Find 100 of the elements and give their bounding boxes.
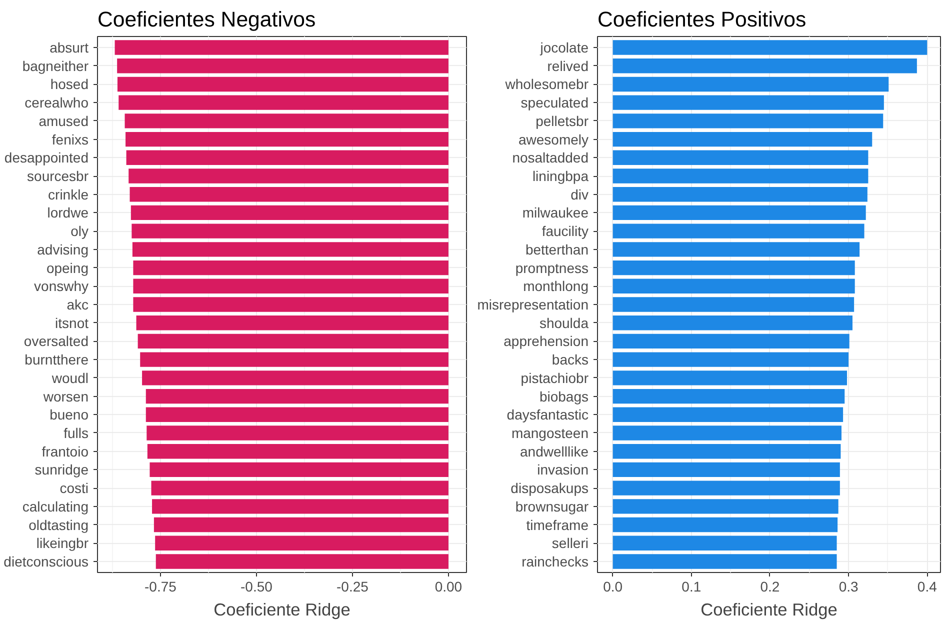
y-tick-label: monthlong [523, 278, 589, 294]
y-tick-label: absurt [50, 40, 89, 56]
y-tick-label: fulls [64, 424, 89, 441]
bar [612, 297, 854, 312]
y-tick-label: backs [552, 352, 589, 368]
y-tick-label: mangosteen [511, 424, 589, 441]
bar [612, 316, 852, 330]
y-tick-label: fenixs [52, 131, 89, 148]
y-tick-label: biobags [539, 388, 589, 404]
x-tick-label: -0.75 [144, 578, 177, 594]
y-tick-label: pelletsbr [536, 112, 589, 129]
y-tick-label: hosed [50, 76, 89, 92]
y-tick-label: oversalted [24, 333, 88, 350]
bar [612, 370, 847, 386]
x-tick-label: 0.4 [917, 578, 938, 594]
y-tick-label: desappointed [4, 150, 89, 166]
bar [612, 168, 868, 184]
bar [612, 150, 868, 165]
y-tick-label: bagneither [22, 58, 89, 74]
x-tick-label: 0.1 [682, 578, 702, 594]
bar [612, 242, 860, 257]
bar [612, 187, 868, 202]
y-tick-label: advising [37, 241, 89, 258]
y-tick-label: woudl [50, 370, 89, 386]
bar [612, 517, 838, 532]
x-tick-label: -0.25 [336, 578, 369, 594]
y-tick-label: frantoio [42, 443, 89, 460]
y-tick-label: speculated [520, 94, 588, 111]
bar [612, 76, 889, 92]
y-tick-label: vonswhy [34, 278, 88, 294]
y-tick-label: andwelllike [520, 443, 589, 460]
y-tick-label: shoulda [539, 314, 589, 331]
bar [612, 205, 866, 220]
x-tick-label: 0.00 [434, 578, 462, 594]
bar [612, 40, 928, 55]
y-tick-label: rainchecks [522, 553, 589, 570]
y-tick-label: likeingbr [36, 535, 89, 552]
y-tick-label: sourcesbr [27, 168, 89, 184]
y-tick-label: brownsugar [515, 498, 589, 514]
y-tick-label: awesomely [518, 131, 589, 148]
y-tick-label: worsen [42, 388, 89, 404]
y-tick-label: liningbpa [532, 168, 589, 184]
bar [612, 334, 850, 349]
x-tick-label: 0.3 [838, 578, 859, 594]
x-tick-label: 0.0 [603, 578, 623, 594]
bar [612, 444, 841, 459]
y-tick-label: apprehension [504, 333, 589, 350]
y-tick-label: faucility [542, 223, 589, 240]
y-tick-label: lordwe [47, 204, 89, 221]
y-tick-label: jocolate [539, 40, 589, 56]
y-tick-label: div [570, 186, 589, 202]
y-tick-label: invasion [537, 462, 589, 478]
y-tick-label: cerealwho [24, 94, 89, 111]
x-axis-title: Coeficiente Ridge [214, 600, 350, 620]
y-tick-label: oldtasting [28, 516, 89, 533]
y-tick-label: dietconscious [4, 553, 88, 570]
y-tick-label: opeing [46, 260, 89, 276]
bar [612, 278, 855, 294]
bar [612, 426, 842, 440]
y-tick-label: timeframe [526, 516, 589, 533]
bar [612, 132, 872, 147]
bar [612, 260, 855, 276]
y-tick-label: relived [547, 58, 589, 74]
y-tick-label: oly [70, 223, 89, 240]
y-tick-label: milwaukee [522, 204, 589, 221]
bar [612, 388, 845, 404]
x-tick-label: 0.2 [760, 578, 780, 594]
bar [612, 352, 849, 367]
bar [612, 95, 884, 110]
bar [612, 499, 838, 514]
y-tick-label: misrepresentation [477, 296, 589, 312]
y-tick-label: costi [60, 480, 89, 496]
y-tick-label: bueno [50, 406, 89, 423]
y-tick-label: crinkle [48, 186, 89, 202]
y-tick-label: disposakups [510, 480, 588, 496]
y-tick-label: burntthere [24, 352, 89, 368]
bar [612, 480, 840, 496]
y-tick-label: pistachiobr [520, 370, 589, 386]
y-tick-label: itsnot [55, 314, 89, 331]
bar [612, 224, 864, 238]
y-tick-label: selleri [552, 535, 589, 552]
y-tick-label: promptness [515, 260, 589, 276]
y-tick-label: akc [66, 296, 89, 312]
y-tick-label: calculating [22, 498, 89, 514]
bar [612, 554, 837, 569]
chart-title: Coeficientes Negativos [98, 8, 316, 32]
bar [612, 114, 884, 128]
x-axis-title: Coeficiente Ridge [700, 600, 838, 620]
y-tick-label: wholesomebr [504, 76, 589, 92]
bar [612, 462, 840, 478]
y-tick-label: nosaltadded [512, 150, 589, 166]
y-tick-label: sunridge [34, 462, 89, 478]
bar [612, 407, 844, 422]
y-tick-label: betterthan [525, 241, 589, 258]
bar [612, 536, 837, 550]
chart-title: Coeficientes Positivos [598, 8, 806, 32]
y-tick-label: daysfantastic [506, 406, 589, 423]
bar [612, 58, 917, 74]
x-tick-label: -0.50 [240, 578, 273, 594]
y-tick-label: amused [38, 112, 89, 129]
